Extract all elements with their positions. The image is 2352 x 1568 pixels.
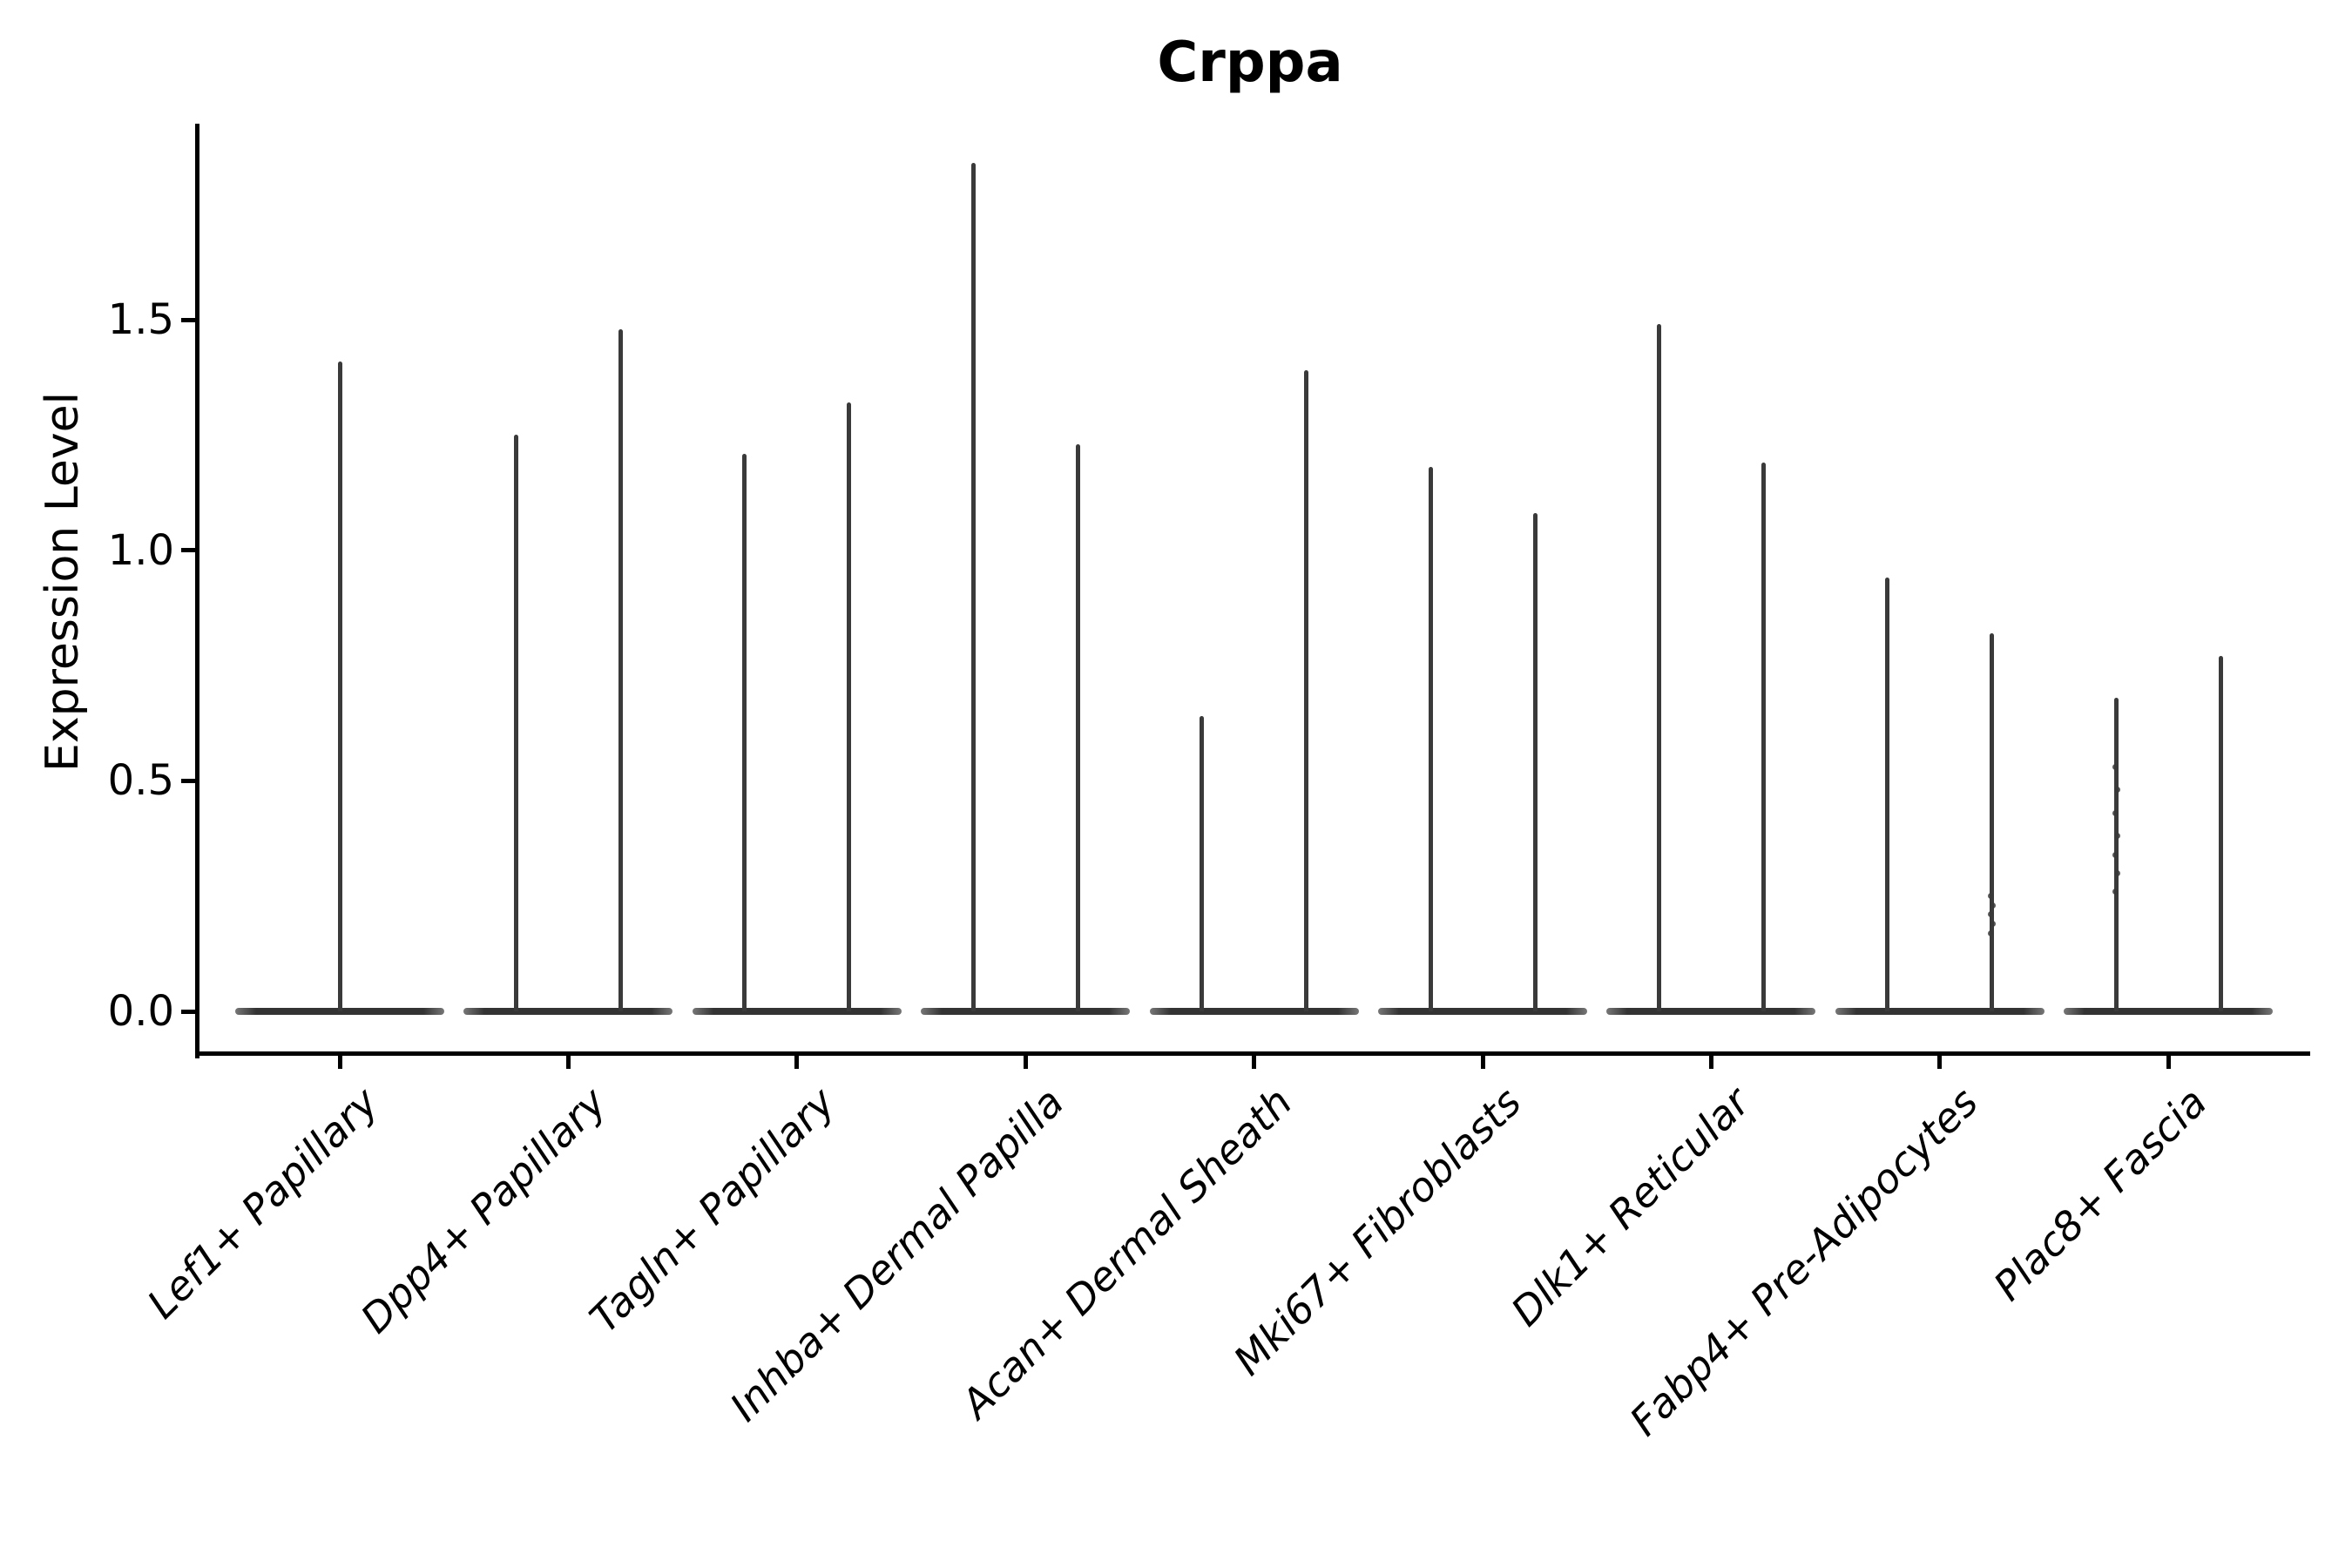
violin-base xyxy=(1149,1008,1359,1015)
y-tick-label-0.0: 0.0 xyxy=(107,987,174,1036)
violin-spike xyxy=(2218,656,2223,1011)
x-tick-label: Dlk1+ Reticular xyxy=(1501,1078,1759,1335)
violin-spike xyxy=(1656,324,1661,1011)
y-tick-label-0.5: 0.5 xyxy=(107,756,174,806)
x-tick-label: Dpp4+ Papillary xyxy=(351,1078,616,1342)
violin-base xyxy=(921,1008,1131,1015)
violin-spike xyxy=(1075,443,1080,1011)
violin-spike xyxy=(618,328,623,1011)
y-axis-label: Expression Level xyxy=(37,391,89,773)
jitter-point xyxy=(1988,911,1995,918)
x-axis-line xyxy=(195,1051,2310,1056)
violin-base xyxy=(2064,1008,2274,1015)
plot-title: Crppa xyxy=(1157,30,1343,95)
jitter-point xyxy=(2112,888,2119,895)
jitter-point xyxy=(1988,893,1995,900)
violin-base xyxy=(235,1008,444,1015)
jitter-point xyxy=(2112,851,2119,858)
violin-spike xyxy=(1304,370,1309,1011)
y-axis-line xyxy=(195,124,199,1058)
x-tick-mark xyxy=(1708,1055,1713,1069)
x-tick-mark xyxy=(1480,1055,1485,1069)
x-tick-mark xyxy=(565,1055,571,1069)
jitter-point xyxy=(2113,833,2120,840)
jitter-point xyxy=(2112,809,2119,816)
jitter-point xyxy=(1990,920,1997,927)
y-tick-label-1.0: 1.0 xyxy=(107,525,174,575)
violin-spike xyxy=(337,361,342,1011)
x-tick-mark xyxy=(337,1055,342,1069)
violin-base xyxy=(1606,1008,1816,1015)
x-tick-label: Tagln+ Papillary xyxy=(580,1078,844,1342)
violin-spike xyxy=(1200,716,1205,1011)
jitter-point xyxy=(2113,869,2120,876)
y-tick-label-1.5: 1.5 xyxy=(107,295,174,345)
violin-spike xyxy=(1428,467,1433,1011)
violin-spike xyxy=(970,163,976,1011)
violin-spike xyxy=(1990,632,1995,1011)
y-tick-mark-0.0 xyxy=(181,1009,195,1014)
violin-spike xyxy=(1885,578,1890,1011)
y-tick-mark-1.5 xyxy=(181,317,195,322)
jitter-point xyxy=(1990,902,1997,909)
violin-base xyxy=(692,1008,902,1015)
x-tick-mark xyxy=(1937,1055,1943,1069)
jitter-point xyxy=(2112,763,2119,770)
jitter-point xyxy=(2113,787,2120,794)
violin-base xyxy=(1378,1008,1587,1015)
jitter-point xyxy=(1988,929,1995,936)
violin-spike xyxy=(1761,463,1766,1011)
violin-base xyxy=(463,1008,673,1015)
x-tick-label: Plac8+ Fascia xyxy=(1984,1078,2216,1310)
violin-spike xyxy=(847,402,852,1011)
violin-spike xyxy=(513,435,518,1011)
x-tick-mark xyxy=(1023,1055,1028,1069)
y-tick-mark-1.0 xyxy=(181,548,195,553)
x-tick-label: Lef1+ Papillary xyxy=(138,1078,388,1328)
violin-spike xyxy=(742,453,747,1011)
violin-base xyxy=(1835,1008,2044,1015)
y-tick-mark-0.5 xyxy=(181,778,195,783)
x-tick-mark xyxy=(794,1055,800,1069)
x-tick-mark xyxy=(2166,1055,2171,1069)
violin-spike xyxy=(1532,513,1538,1011)
x-tick-mark xyxy=(1252,1055,1257,1069)
